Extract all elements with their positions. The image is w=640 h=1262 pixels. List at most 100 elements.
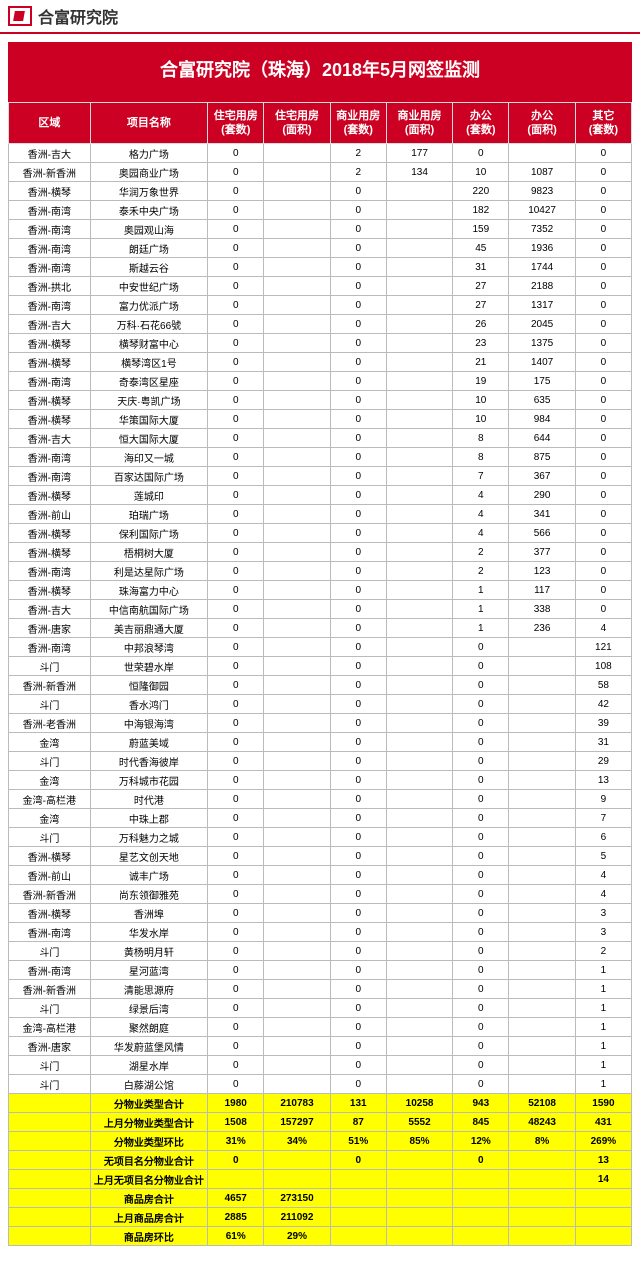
summary-cell: 0 [330, 1151, 386, 1170]
cell: 0 [575, 581, 631, 600]
cell: 0 [330, 1075, 386, 1094]
cell: 8 [453, 448, 509, 467]
cell [386, 752, 452, 771]
cell [264, 182, 330, 201]
cell: 1 [575, 1018, 631, 1037]
cell: 175 [509, 372, 575, 391]
cell: 31 [453, 258, 509, 277]
cell: 121 [575, 638, 631, 657]
cell [386, 562, 452, 581]
cell: 0 [208, 619, 264, 638]
cell: 湖星水岸 [90, 1056, 207, 1075]
cell [386, 961, 452, 980]
cell: 华发水岸 [90, 923, 207, 942]
cell: 香洲-南湾 [9, 258, 91, 277]
cell: 梧桐树大厦 [90, 543, 207, 562]
cell: 0 [208, 714, 264, 733]
cell: 26 [453, 315, 509, 334]
cell: 0 [330, 752, 386, 771]
cell: 0 [330, 296, 386, 315]
cell [386, 695, 452, 714]
summary-row: 上月商品房合计2885211092 [9, 1208, 632, 1227]
cell: 斗门 [9, 1056, 91, 1075]
cell: 5 [575, 847, 631, 866]
cell: 0 [208, 866, 264, 885]
cell: 0 [330, 904, 386, 923]
cell [264, 752, 330, 771]
cell [386, 543, 452, 562]
cell: 0 [330, 790, 386, 809]
cell: 0 [208, 581, 264, 600]
table-row: 香洲-横琴横琴湾区1号002114070 [9, 353, 632, 372]
cell: 0 [575, 334, 631, 353]
cell: 万科魅力之城 [90, 828, 207, 847]
cell [264, 296, 330, 315]
cell: 0 [208, 828, 264, 847]
cell [509, 1056, 575, 1075]
summary-cell [386, 1151, 452, 1170]
cell: 27 [453, 296, 509, 315]
cell: 0 [575, 277, 631, 296]
cell: 0 [330, 201, 386, 220]
cell: 123 [509, 562, 575, 581]
cell [264, 315, 330, 334]
cell: 香洲-横琴 [9, 904, 91, 923]
cell [509, 866, 575, 885]
cell [264, 809, 330, 828]
cell [264, 562, 330, 581]
table-row: 斗门世荣碧水岸000108 [9, 657, 632, 676]
cell [386, 714, 452, 733]
cell: 0 [208, 885, 264, 904]
table-row: 香洲-拱北中安世纪广场002721880 [9, 277, 632, 296]
cell: 1317 [509, 296, 575, 315]
table-row: 香洲-新香洲奥园商业广场021341010870 [9, 163, 632, 182]
table-row: 香洲-南湾中邦浪琴湾000121 [9, 638, 632, 657]
cell [264, 942, 330, 961]
cell: 0 [330, 676, 386, 695]
cell: 0 [208, 999, 264, 1018]
cell [386, 524, 452, 543]
cell: 0 [453, 714, 509, 733]
cell: 45 [453, 239, 509, 258]
cell: 1087 [509, 163, 575, 182]
summary-row: 分物业类型环比31%34%51%85%12%8%269% [9, 1132, 632, 1151]
summary-cell: 2885 [208, 1208, 264, 1227]
cell: 0 [208, 448, 264, 467]
cell: 0 [453, 733, 509, 752]
cell [386, 638, 452, 657]
cell: 0 [208, 638, 264, 657]
summary-cell [9, 1132, 91, 1151]
summary-cell [509, 1170, 575, 1189]
cell: 0 [575, 201, 631, 220]
cell: 尚东领御雅苑 [90, 885, 207, 904]
cell: 0 [575, 505, 631, 524]
cell: 斯越云谷 [90, 258, 207, 277]
cell: 0 [453, 657, 509, 676]
cell [264, 486, 330, 505]
summary-cell [575, 1227, 631, 1246]
cell: 0 [330, 486, 386, 505]
cell: 清能思源府 [90, 980, 207, 999]
cell [264, 828, 330, 847]
cell: 0 [575, 486, 631, 505]
cell [386, 258, 452, 277]
cell: 海印又一城 [90, 448, 207, 467]
table-row: 香洲-吉大格力广场0217700 [9, 144, 632, 163]
table-row: 香洲-南湾朗廷广场004519360 [9, 239, 632, 258]
cell: 0 [453, 961, 509, 980]
table-row: 香洲-横琴华润万象世界0022098230 [9, 182, 632, 201]
cell: 0 [330, 429, 386, 448]
summary-row: 上月分物业类型合计150815729787555284548243431 [9, 1113, 632, 1132]
cell: 0 [208, 562, 264, 581]
cell [264, 258, 330, 277]
table-row: 香洲-南湾富力优派广场002713170 [9, 296, 632, 315]
cell [509, 942, 575, 961]
summary-cell: 1508 [208, 1113, 264, 1132]
cell [386, 1075, 452, 1094]
cell [386, 296, 452, 315]
cell: 0 [453, 1056, 509, 1075]
summary-cell [9, 1170, 91, 1189]
cell [386, 733, 452, 752]
cell [264, 657, 330, 676]
summary-row: 商品房环比61%29% [9, 1227, 632, 1246]
